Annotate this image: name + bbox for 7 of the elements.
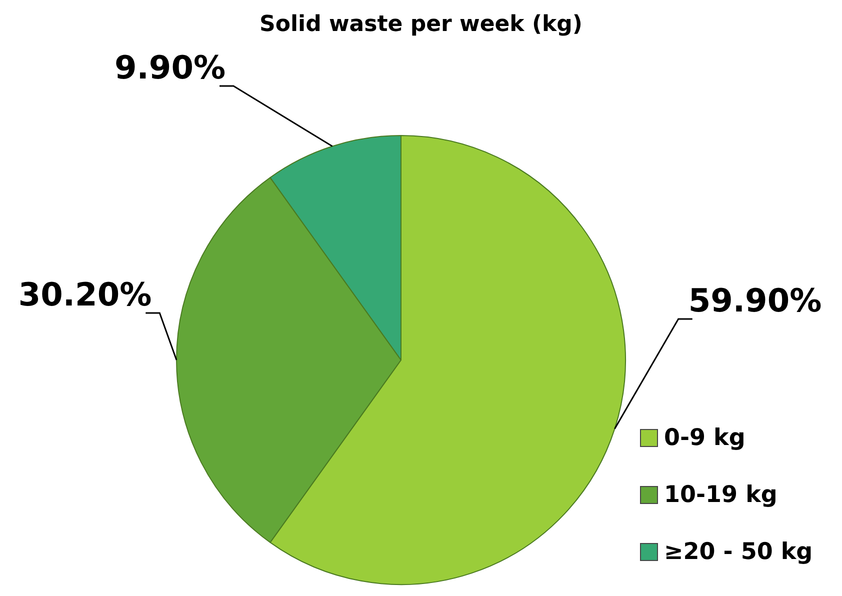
data-label: 9.90% — [114, 48, 226, 86]
data-label: 30.20% — [18, 275, 152, 314]
chart-title: Solid waste per week (kg) — [258, 12, 584, 37]
legend-label: 10-19 kg — [664, 482, 778, 508]
legend-label: ≥20 - 50 kg — [664, 539, 813, 565]
legend-label: 0-9 kg — [664, 425, 746, 451]
data-label: 59.90% — [688, 281, 822, 320]
